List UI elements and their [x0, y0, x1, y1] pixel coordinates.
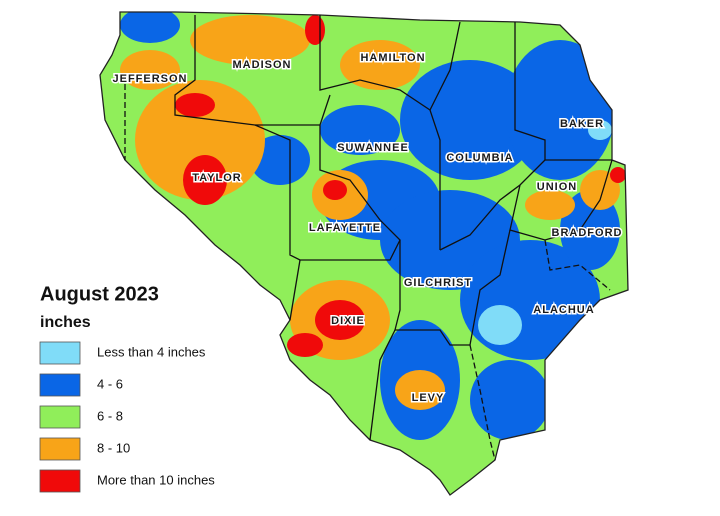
legend-swatch — [39, 405, 81, 429]
county-label: MADISON — [233, 59, 292, 71]
county-label: ALACHUA — [533, 304, 594, 316]
county-label: DIXIE — [331, 315, 365, 327]
county-label: GILCHRIST — [404, 277, 472, 289]
county-label: HAMILTON — [360, 52, 425, 64]
county-label: JEFFERSON — [112, 73, 187, 85]
county-label: COLUMBIA — [446, 152, 513, 164]
region-outline — [99, 11, 629, 496]
county-labels: JEFFERSON MADISON HAMILTON BAKER SUWANNEE COL… — [111, 50, 623, 405]
legend-title: August 2023 — [40, 283, 159, 305]
legend-label: 8 - 10 — [97, 440, 130, 455]
county-label: SUWANNEE — [337, 142, 409, 154]
legend: Less than 4 inches 4 - 6 6 - 8 8 - 10 More t… — [39, 341, 215, 493]
county-label: BAKER — [560, 118, 604, 130]
county-label: TAYLOR — [192, 172, 241, 184]
county-label: BRADFORD — [552, 227, 623, 239]
legend-swatch — [39, 469, 81, 493]
legend-unit: inches — [40, 314, 91, 331]
rainfall-surface — [100, 12, 628, 495]
legend-swatch — [39, 341, 81, 365]
legend-swatch — [39, 437, 81, 461]
legend-swatch — [39, 373, 81, 397]
county-label: UNION — [537, 181, 577, 193]
county-label: LAFAYETTE — [309, 222, 381, 234]
legend-label: More than 10 inches — [97, 472, 215, 487]
legend-label: 6 - 8 — [97, 408, 123, 423]
legend-label: Less than 4 inches — [97, 344, 206, 359]
legend-label: 4 - 6 — [97, 376, 123, 391]
county-boundaries — [124, 15, 613, 461]
county-label: LEVY — [412, 392, 445, 404]
